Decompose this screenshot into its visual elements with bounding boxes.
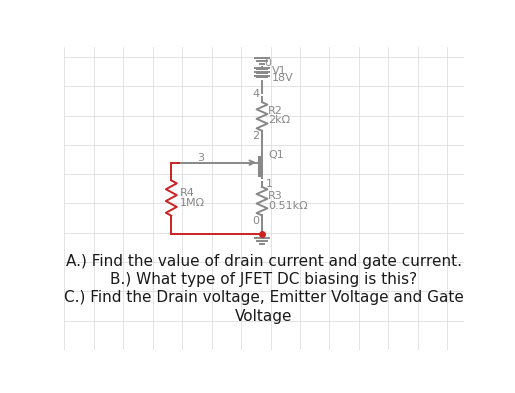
- Text: 0: 0: [264, 57, 271, 68]
- Text: 4: 4: [252, 89, 260, 99]
- Text: 1: 1: [266, 179, 273, 189]
- Text: 18V: 18V: [272, 73, 294, 83]
- Text: R2: R2: [268, 106, 283, 116]
- Text: 3: 3: [197, 153, 204, 163]
- Text: R4: R4: [180, 188, 195, 198]
- Text: V1: V1: [272, 66, 287, 76]
- Text: 1MΩ: 1MΩ: [180, 198, 205, 208]
- Text: 2kΩ: 2kΩ: [268, 115, 290, 125]
- Text: 0: 0: [253, 216, 260, 226]
- Text: Q1: Q1: [268, 150, 284, 160]
- Text: B.) What type of JFET DC biasing is this?: B.) What type of JFET DC biasing is this…: [110, 272, 418, 287]
- Text: 2: 2: [252, 132, 260, 141]
- Text: Voltage: Voltage: [235, 309, 293, 324]
- Text: R3: R3: [268, 191, 283, 201]
- Text: A.) Find the value of drain current and gate current.: A.) Find the value of drain current and …: [66, 253, 462, 268]
- Text: 0.51kΩ: 0.51kΩ: [268, 201, 308, 211]
- Text: C.) Find the Drain voltage, Emitter Voltage and Gate: C.) Find the Drain voltage, Emitter Volt…: [64, 290, 464, 305]
